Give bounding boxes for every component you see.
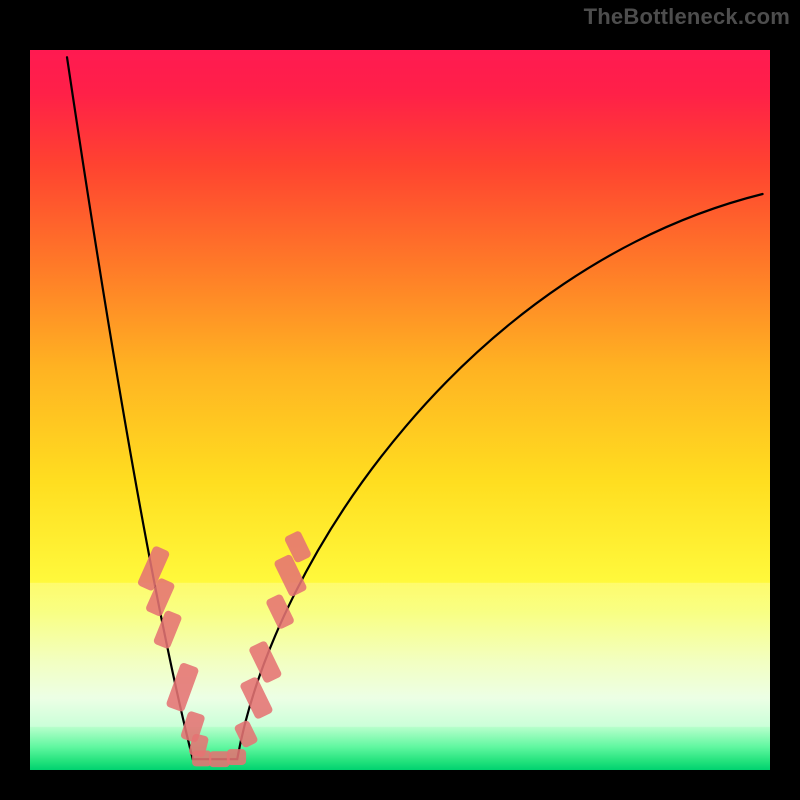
marker-floor-1 bbox=[209, 751, 230, 767]
chart-stage: TheBottleneck.com bbox=[0, 0, 800, 800]
marker-floor-2 bbox=[227, 749, 246, 765]
pale-band-2 bbox=[30, 583, 770, 727]
watermark-text: TheBottleneck.com bbox=[584, 4, 790, 30]
bottleneck-chart-svg bbox=[0, 0, 800, 800]
marker-floor-0 bbox=[192, 751, 211, 767]
